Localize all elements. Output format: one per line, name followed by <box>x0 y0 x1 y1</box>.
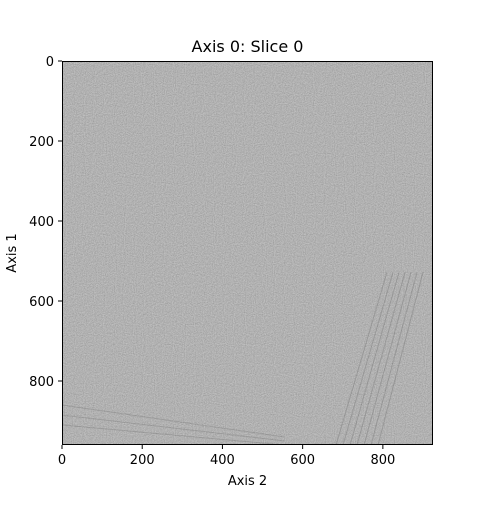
slice-image <box>62 61 433 445</box>
x-tick-label: 200 <box>130 453 155 468</box>
y-axis: 0 200 400 600 800 <box>29 55 62 390</box>
x-tick-label: 800 <box>370 453 395 468</box>
x-axis: 0 200 400 600 800 <box>58 445 395 468</box>
y-tick-label: 800 <box>29 375 54 390</box>
y-tick-label: 600 <box>29 295 54 310</box>
y-axis-label: Axis 1 <box>5 233 20 272</box>
y-tick-label: 0 <box>46 55 54 70</box>
y-tick-label: 200 <box>29 135 54 150</box>
x-tick-label: 600 <box>290 453 315 468</box>
x-tick-label: 0 <box>58 453 66 468</box>
x-tick-label: 400 <box>210 453 235 468</box>
x-axis-label: Axis 2 <box>228 474 267 489</box>
chart-title: Axis 0: Slice 0 <box>192 37 304 56</box>
y-tick-label: 400 <box>29 215 54 230</box>
image-grain-texture <box>62 61 433 445</box>
